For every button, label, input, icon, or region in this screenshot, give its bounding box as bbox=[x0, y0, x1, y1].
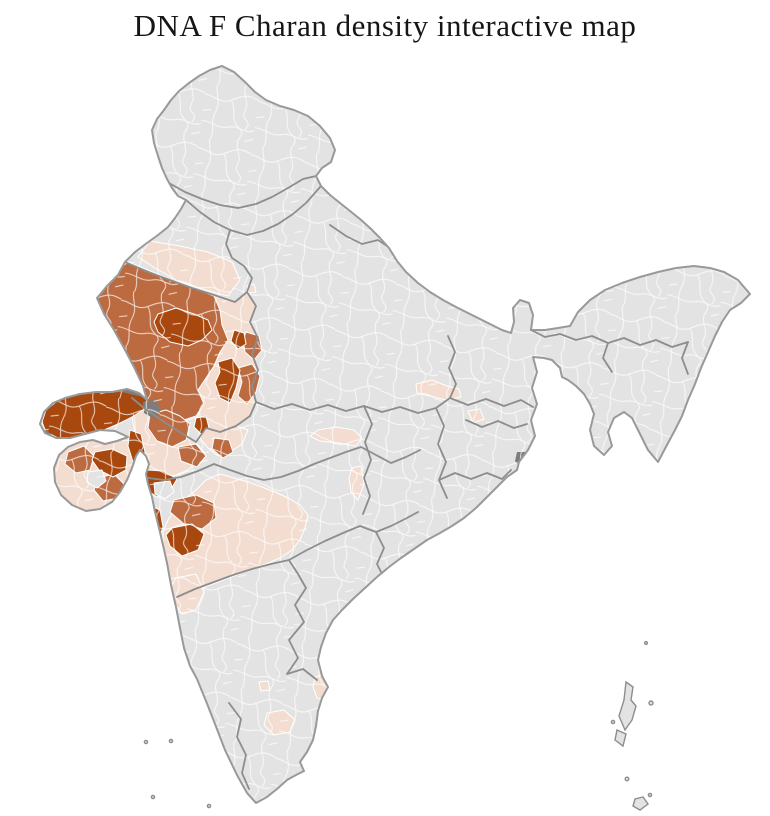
lakshadweep-islands[interactable] bbox=[143, 738, 212, 809]
page-title: DNA F Charan density interactive map bbox=[133, 8, 637, 43]
india-outline bbox=[39, 65, 751, 804]
state-borders bbox=[124, 175, 689, 790]
andaman-nicobar-islands[interactable] bbox=[610, 640, 654, 811]
